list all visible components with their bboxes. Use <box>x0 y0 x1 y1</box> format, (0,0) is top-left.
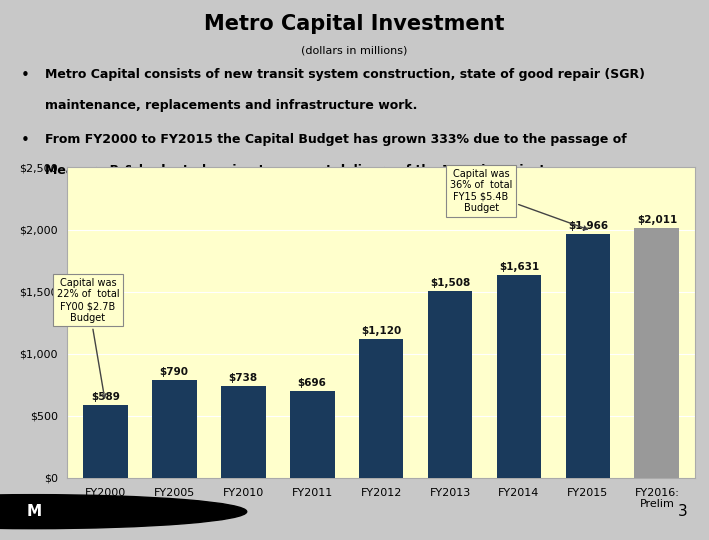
Bar <box>428 291 472 478</box>
Text: •: • <box>21 133 30 148</box>
Text: M: M <box>26 504 42 519</box>
Text: $696: $696 <box>298 379 327 388</box>
Text: Metro: Metro <box>82 503 141 521</box>
Text: (dollars in millions): (dollars in millions) <box>301 45 408 56</box>
Text: $1,120: $1,120 <box>361 326 401 336</box>
Bar <box>83 405 128 478</box>
Circle shape <box>0 495 247 529</box>
Text: Metro Capital consists of new transit system construction, state of good repair : Metro Capital consists of new transit sy… <box>45 68 644 80</box>
Text: $738: $738 <box>228 373 258 383</box>
Bar <box>290 392 335 478</box>
Text: $1,631: $1,631 <box>499 262 539 272</box>
Text: maintenance, replacements and infrastructure work.: maintenance, replacements and infrastruc… <box>45 99 417 112</box>
Text: From FY2000 to FY2015 the Capital Budget has grown 333% due to the passage of: From FY2000 to FY2015 the Capital Budget… <box>45 133 627 146</box>
Bar <box>566 234 610 478</box>
Text: Metro Capital Investment: Metro Capital Investment <box>204 14 505 34</box>
Bar <box>635 228 679 478</box>
Text: Capital was
22% of  total
FY00 $2.7B
Budget: Capital was 22% of total FY00 $2.7B Budg… <box>57 278 119 398</box>
Text: $1,508: $1,508 <box>430 278 470 287</box>
Text: $1,966: $1,966 <box>568 221 608 231</box>
Text: 3: 3 <box>678 504 688 519</box>
Bar <box>152 380 196 478</box>
Text: •: • <box>21 68 30 83</box>
Bar <box>496 275 542 478</box>
Bar <box>359 339 403 478</box>
Text: Capital was
36% of  total
FY15 $5.4B
Budget: Capital was 36% of total FY15 $5.4B Budg… <box>450 168 587 230</box>
Text: Measure R & budget planning to support delivery of the Transit Projects.: Measure R & budget planning to support d… <box>45 164 557 177</box>
Text: $589: $589 <box>91 392 120 402</box>
Text: $790: $790 <box>160 367 189 377</box>
Text: $2,011: $2,011 <box>637 215 677 225</box>
Bar <box>220 386 266 478</box>
